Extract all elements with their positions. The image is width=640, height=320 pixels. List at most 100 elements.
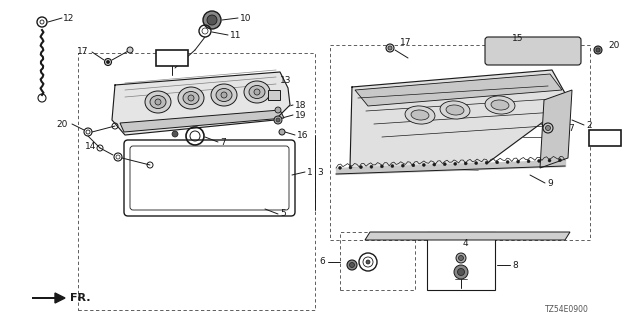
Circle shape [349, 166, 352, 169]
Circle shape [516, 160, 520, 163]
Circle shape [188, 95, 194, 101]
Polygon shape [365, 232, 570, 240]
Bar [330, 45, 590, 240]
Text: 1: 1 [307, 167, 313, 177]
Circle shape [276, 118, 280, 122]
Text: 10: 10 [240, 13, 252, 22]
Text: 2: 2 [586, 121, 591, 130]
Circle shape [207, 15, 217, 25]
Circle shape [456, 253, 466, 263]
Ellipse shape [145, 91, 171, 113]
Circle shape [279, 129, 285, 135]
Ellipse shape [183, 92, 199, 105]
Polygon shape [120, 110, 284, 132]
Circle shape [380, 165, 383, 168]
Text: 19: 19 [295, 110, 307, 119]
Circle shape [370, 165, 373, 168]
Text: 11: 11 [230, 30, 241, 39]
FancyBboxPatch shape [589, 130, 621, 146]
Text: E-8: E-8 [164, 53, 180, 62]
Text: 20: 20 [56, 119, 68, 129]
Text: 17: 17 [400, 37, 412, 46]
Circle shape [433, 163, 436, 166]
Ellipse shape [178, 87, 204, 109]
Circle shape [458, 255, 463, 260]
Circle shape [106, 60, 109, 63]
Circle shape [254, 89, 260, 95]
Circle shape [349, 262, 355, 268]
Text: TZ54E0900: TZ54E0900 [545, 306, 589, 315]
Circle shape [127, 47, 133, 53]
Circle shape [274, 116, 282, 124]
Circle shape [221, 92, 227, 98]
Circle shape [506, 161, 509, 164]
Circle shape [464, 162, 467, 165]
Bar [268, 90, 280, 100]
Circle shape [388, 46, 392, 50]
Circle shape [104, 59, 111, 66]
Ellipse shape [249, 85, 265, 99]
Circle shape [527, 160, 530, 163]
Text: 20: 20 [608, 41, 620, 50]
Circle shape [275, 107, 281, 113]
Circle shape [454, 265, 468, 279]
Text: 3: 3 [317, 167, 323, 177]
Polygon shape [540, 90, 572, 168]
Circle shape [401, 164, 404, 167]
Ellipse shape [491, 100, 509, 110]
Bar [427, 232, 495, 290]
Circle shape [485, 161, 488, 164]
Circle shape [495, 161, 499, 164]
FancyBboxPatch shape [485, 37, 581, 65]
Text: 15: 15 [512, 34, 524, 43]
Circle shape [203, 11, 221, 29]
Circle shape [422, 164, 426, 166]
Circle shape [391, 164, 394, 168]
Ellipse shape [485, 96, 515, 114]
Text: 5: 5 [280, 210, 285, 219]
Polygon shape [355, 74, 562, 106]
Circle shape [339, 166, 342, 169]
Text: 9: 9 [547, 179, 553, 188]
Circle shape [548, 159, 551, 162]
Text: 13: 13 [280, 76, 291, 84]
Bar [340, 232, 415, 290]
Text: 14: 14 [84, 141, 96, 150]
Polygon shape [32, 293, 65, 303]
Text: 17: 17 [77, 46, 88, 55]
Text: 7: 7 [568, 124, 573, 132]
Circle shape [444, 163, 446, 166]
Ellipse shape [211, 84, 237, 106]
Text: 7: 7 [220, 138, 226, 147]
Circle shape [347, 260, 357, 270]
Ellipse shape [216, 89, 232, 101]
Ellipse shape [405, 106, 435, 124]
Circle shape [155, 99, 161, 105]
Circle shape [594, 46, 602, 54]
Polygon shape [350, 70, 570, 170]
Text: 6: 6 [319, 258, 325, 267]
Text: 4: 4 [462, 239, 468, 249]
Ellipse shape [244, 81, 270, 103]
FancyBboxPatch shape [156, 50, 188, 66]
Bar [78, 53, 315, 310]
Ellipse shape [411, 110, 429, 120]
Text: 12: 12 [63, 13, 74, 22]
Circle shape [538, 159, 541, 163]
Circle shape [386, 44, 394, 52]
Circle shape [412, 164, 415, 167]
Circle shape [360, 166, 362, 169]
Text: 16: 16 [297, 131, 308, 140]
Text: E-8: E-8 [597, 133, 613, 142]
Circle shape [366, 260, 370, 264]
Circle shape [454, 162, 457, 165]
Circle shape [475, 162, 477, 164]
Ellipse shape [440, 101, 470, 119]
Circle shape [596, 48, 600, 52]
Text: 8: 8 [512, 260, 518, 269]
Ellipse shape [446, 105, 464, 115]
Circle shape [458, 268, 465, 276]
Ellipse shape [150, 95, 166, 108]
Polygon shape [112, 72, 290, 135]
Circle shape [545, 125, 550, 131]
